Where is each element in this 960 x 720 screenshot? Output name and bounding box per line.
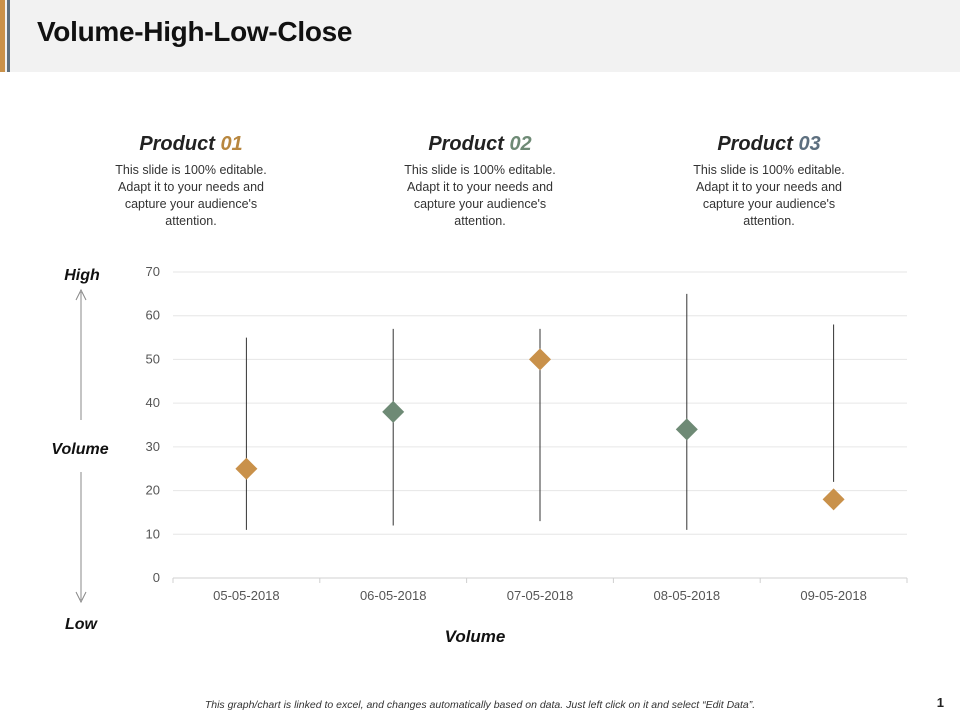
side-label-low: Low [65, 616, 97, 633]
side-label-high: High [64, 267, 100, 284]
product-block-2: Product 02 This slide is 100% editable. … [380, 130, 580, 230]
x-tick-label-06-05-2018: 06-05-2018 [360, 588, 427, 603]
y-tick-label-50: 50 [146, 351, 160, 366]
accent-bar-gold [0, 0, 5, 72]
product-desc-2: This slide is 100% editable. Adapt it to… [404, 163, 556, 228]
close-marker-06-05-2018 [382, 400, 405, 423]
y-tick-label-20: 20 [146, 483, 160, 498]
x-tick-label-09-05-2018: 09-05-2018 [800, 588, 867, 603]
product-title-num-2: 02 [509, 133, 532, 155]
up-arrow-head-icon [75, 288, 87, 301]
marks-layer [235, 293, 845, 530]
product-title-word-3: Product [717, 133, 793, 155]
side-arrows [75, 288, 87, 604]
page-title: Volume-High-Low-Close [37, 16, 353, 47]
accent-bar-slate [7, 0, 10, 72]
product-desc-1: This slide is 100% editable. Adapt it to… [115, 163, 267, 228]
y-tick-label-10: 10 [146, 526, 160, 541]
grid-layer: 0 10 20 30 40 50 60 70 05-05-2018 06-05-2018 07-05… [146, 264, 908, 603]
x-tick-label-07-05-2018: 07-05-2018 [507, 588, 574, 603]
close-marker-08-05-2018 [675, 418, 698, 441]
x-tick-label-05-05-2018: 05-05-2018 [213, 588, 280, 603]
product-title-1: Product 01 [91, 130, 291, 158]
header-band [0, 0, 960, 72]
down-arrow-head-icon [75, 591, 87, 604]
y-tick-label-70: 70 [146, 264, 160, 279]
product-block-3: Product 03 This slide is 100% editable. … [669, 130, 869, 230]
x-axis-title: Volume [444, 627, 506, 646]
product-title-word-2: Product [428, 133, 504, 155]
product-title-num-1: 01 [220, 133, 243, 155]
product-title-num-3: 03 [798, 133, 821, 155]
page-number: 1 [936, 695, 944, 710]
x-tick-label-08-05-2018: 08-05-2018 [654, 588, 721, 603]
product-title-3: Product 03 [669, 130, 869, 158]
y-tick-label-60: 60 [146, 308, 160, 323]
product-block-1: Product 01 This slide is 100% editable. … [91, 130, 291, 230]
y-tick-label-0: 0 [153, 570, 160, 585]
close-marker-05-05-2018 [235, 457, 258, 480]
product-desc-3: This slide is 100% editable. Adapt it to… [693, 163, 845, 228]
close-marker-09-05-2018 [822, 488, 845, 511]
y-tick-label-30: 30 [146, 439, 160, 454]
close-marker-07-05-2018 [529, 348, 551, 371]
side-label-volume: Volume [51, 441, 109, 458]
y-tick-label-40: 40 [146, 395, 160, 410]
product-title-word-1: Product [139, 133, 215, 155]
product-title-2: Product 02 [380, 130, 580, 158]
footnote: This graph/chart is linked to excel, and… [204, 699, 756, 711]
